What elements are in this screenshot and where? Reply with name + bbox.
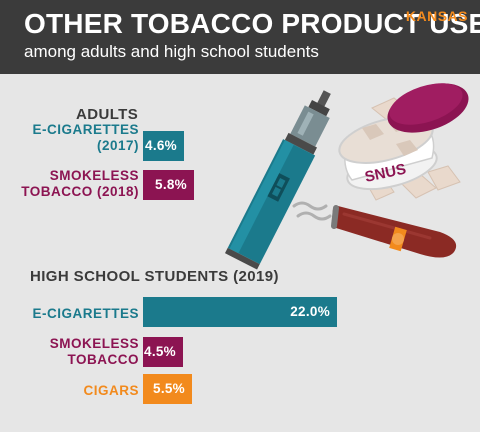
page-subtitle: among adults and high school students [24, 42, 319, 61]
category-label-line: E-CIGARETTES [32, 122, 139, 137]
category-label-line: TOBACCO [67, 352, 139, 367]
bar-hs-e-cigarettes: 22.0% [143, 297, 337, 327]
bar-adult-smokeless-tobacco: 5.8% [143, 170, 194, 200]
bar-hs-smokeless-tobacco: 4.5% [143, 337, 183, 367]
category-label-hs-smokeless: SMOKELESS TOBACCO [50, 336, 139, 368]
state-label: KANSAS [405, 8, 468, 24]
category-label-line: TOBACCO (2018) [21, 184, 139, 199]
bar-adult-e-cigarettes: 4.6% [143, 131, 184, 161]
e-cigarette-icon [224, 90, 331, 270]
cigar-icon [331, 205, 457, 258]
category-label-line: E-CIGARETTES [32, 306, 139, 321]
category-label-adult-ecig: E-CIGARETTES (2017) [32, 122, 139, 154]
bar-value-label: 5.8% [155, 177, 187, 192]
smoke-icon [292, 201, 332, 221]
category-label-line: SMOKELESS [49, 336, 139, 351]
bar-hs-cigars: 5.5% [143, 374, 192, 404]
page-title: OTHER TOBACCO PRODUCT USE [24, 8, 480, 39]
category-label-hs-cigars: CIGARS [83, 383, 139, 399]
header-banner: OTHER TOBACCO PRODUCT USE among adults a… [0, 0, 480, 74]
bar-value-label: 5.5% [153, 381, 185, 396]
category-label-line: CIGARS [83, 383, 139, 398]
category-label-adult-smokeless: SMOKELESS TOBACCO (2018) [21, 168, 139, 200]
category-label-line: (2017) [96, 138, 139, 153]
bar-value-label: 4.6% [145, 138, 177, 153]
category-label-hs-ecig: E-CIGARETTES [32, 306, 139, 322]
bar-value-label: 22.0% [290, 304, 330, 319]
bar-value-label: 4.5% [144, 344, 176, 359]
high-school-section-title: HIGH SCHOOL STUDENTS (2019) [30, 268, 279, 285]
adults-section-title: ADULTS [76, 106, 139, 123]
category-label-line: SMOKELESS [49, 168, 139, 183]
snus-tin-icon: SNUS [338, 83, 469, 191]
